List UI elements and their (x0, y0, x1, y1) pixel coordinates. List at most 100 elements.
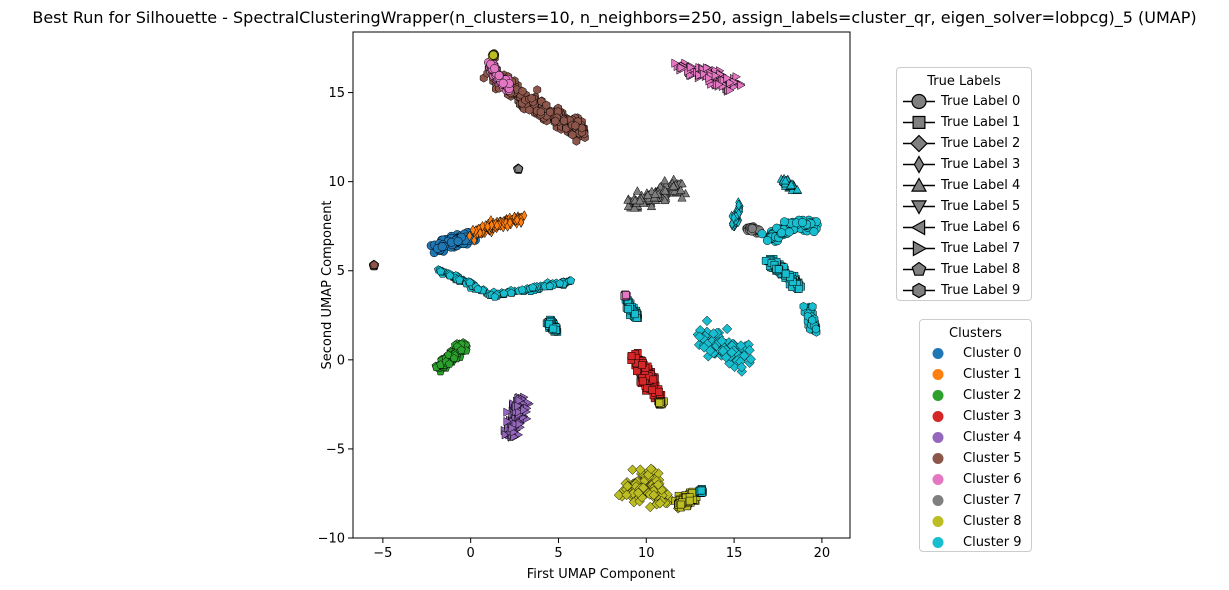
data-point-cluster-2-label-8 (444, 350, 453, 359)
data-point-cluster-9-label-4 (780, 175, 791, 185)
data-point-cluster-0-label-0 (437, 242, 447, 252)
true-labels-legend: True Labels True Label 0 True Label 1 True… (896, 67, 1032, 301)
data-point-cluster-8-label-1 (677, 500, 685, 509)
data-point-cluster-2-label-8 (449, 353, 459, 362)
data-point-cluster-9-label-0 (779, 217, 789, 227)
data-point-cluster-9-label-2 (716, 335, 728, 347)
data-point-cluster-4-label-7 (514, 401, 523, 411)
data-point-cluster-2-label-8 (445, 359, 454, 368)
data-point-cluster-9-label-0 (798, 218, 807, 227)
square-marker-icon (903, 115, 935, 129)
color-dot-icon (932, 390, 944, 401)
data-point-cluster-2-label-8 (457, 345, 466, 354)
plot-area (353, 32, 850, 538)
data-point-cluster-1-label-3 (466, 230, 473, 242)
diamond-marker-icon (903, 134, 935, 153)
data-point-cluster-9-label-8 (555, 279, 565, 288)
data-point-cluster-9-label-8 (445, 271, 455, 280)
color-dot-icon (932, 537, 944, 548)
data-point-cluster-9-label-0 (784, 227, 794, 237)
data-point-cluster-1-label-3 (469, 224, 476, 236)
true-label-legend-text: True Label 8 (941, 262, 1021, 277)
y-tick-label: 5 (337, 264, 345, 279)
data-point-cluster-9-label-3 (735, 208, 742, 220)
true-label-legend-item: True Label 2 (897, 133, 1031, 154)
data-point-cluster-9-label-8 (465, 277, 475, 287)
true-label-legend-text: True Label 9 (941, 283, 1021, 298)
true-label-legend-text: True Label 5 (941, 199, 1021, 214)
data-point-cluster-3-label-1 (655, 387, 663, 396)
data-point-cluster-3-label-1 (648, 386, 657, 394)
data-point-cluster-9-label-9 (808, 315, 817, 325)
data-point-cluster-5-label-9 (560, 116, 568, 126)
data-point-cluster-9-label-2 (705, 345, 716, 356)
color-dot-icon (932, 411, 944, 422)
data-point-cluster-5-label-9 (577, 123, 586, 133)
data-point-cluster-7-label-4 (629, 203, 640, 212)
cluster-legend-item: Cluster 6 (920, 469, 1031, 490)
true-label-legend-item: True Label 7 (897, 238, 1031, 259)
y-tick-label: −5 (326, 442, 345, 457)
data-point-cluster-8-label-2 (645, 463, 657, 474)
data-point-cluster-9-label-1 (549, 324, 558, 333)
data-point-cluster-9-label-2 (736, 362, 747, 373)
data-point-cluster-1-label-3 (477, 227, 484, 239)
color-dot-icon (932, 474, 944, 485)
data-point-cluster-7-label-4 (668, 181, 679, 190)
cluster-legend-text: Cluster 5 (963, 451, 1022, 466)
data-point-cluster-9-label-0 (762, 236, 772, 245)
hexagon-marker-icon (903, 282, 935, 299)
cluster-legend-item: Cluster 3 (920, 406, 1031, 427)
data-point-cluster-5-label-9 (525, 105, 534, 115)
data-point-cluster-6-label-7 (726, 78, 735, 88)
cluster-legend-text: Cluster 8 (963, 514, 1022, 529)
x-axis-label: First UMAP Component (527, 567, 676, 582)
data-point-cluster-5-label-9 (533, 85, 542, 95)
data-point-cluster-6-label-7 (732, 72, 742, 82)
triangle-down-marker-icon (903, 200, 935, 215)
data-point-cluster-7-label-4 (646, 201, 657, 211)
data-point-cluster-9-label-1 (624, 305, 632, 313)
axes-layer: −5 0 5 10 15 20 −10 −5 0 5 10 15 (318, 86, 831, 561)
points-layer (368, 49, 822, 514)
cluster-legend-item: Cluster 2 (920, 385, 1031, 406)
data-point-cluster-9-label-3 (730, 212, 737, 224)
data-point-cluster-9-label-2 (744, 345, 755, 356)
data-point-cluster-9-label-4 (792, 184, 802, 194)
data-point-cluster-7-label-8 (514, 164, 523, 173)
data-point-cluster-6-label-0 (498, 78, 508, 88)
data-point-cluster-0-label-0 (453, 236, 463, 246)
data-point-cluster-6-label-7 (726, 85, 735, 96)
data-point-cluster-6-label-7 (686, 62, 696, 72)
data-point-cluster-5-label-9 (518, 86, 527, 96)
data-point-cluster-8-label-2 (621, 489, 632, 501)
data-point-cluster-7-label-4 (660, 185, 670, 195)
cluster-legend-text: Cluster 6 (963, 472, 1022, 487)
y-tick-label: 0 (337, 353, 345, 368)
data-point-cluster-1-label-3 (471, 235, 478, 246)
y-axis-label: Second UMAP Component (320, 200, 335, 369)
data-point-cluster-8-label-0 (488, 50, 498, 60)
data-point-cluster-9-label-9 (808, 302, 817, 312)
data-point-cluster-4-label-7 (515, 407, 524, 417)
data-point-cluster-7-label-4 (650, 189, 660, 198)
y-tick-label: 10 (328, 175, 345, 190)
data-point-cluster-9-label-8 (436, 266, 445, 276)
data-point-cluster-1-label-3 (514, 214, 521, 226)
x-tick-label: −5 (373, 546, 392, 561)
data-point-cluster-5-label-9 (546, 107, 554, 117)
data-point-cluster-8-label-1 (685, 496, 694, 505)
plot-frame (352, 31, 851, 539)
cluster-legend-item: Cluster 8 (920, 511, 1031, 532)
data-point-cluster-5-label-8 (369, 260, 379, 269)
data-point-cluster-6-label-7 (723, 73, 732, 83)
data-point-cluster-6-label-7 (711, 70, 721, 81)
true-label-legend-text: True Label 2 (941, 136, 1021, 151)
data-point-cluster-9-label-2 (701, 315, 713, 327)
data-point-cluster-4-label-7 (520, 405, 529, 415)
data-point-cluster-8-label-2 (645, 501, 656, 513)
data-point-cluster-7-label-4 (643, 190, 653, 199)
data-point-cluster-4-label-7 (503, 407, 512, 417)
data-point-cluster-9-label-2 (694, 331, 705, 342)
data-point-cluster-8-label-2 (633, 487, 644, 499)
